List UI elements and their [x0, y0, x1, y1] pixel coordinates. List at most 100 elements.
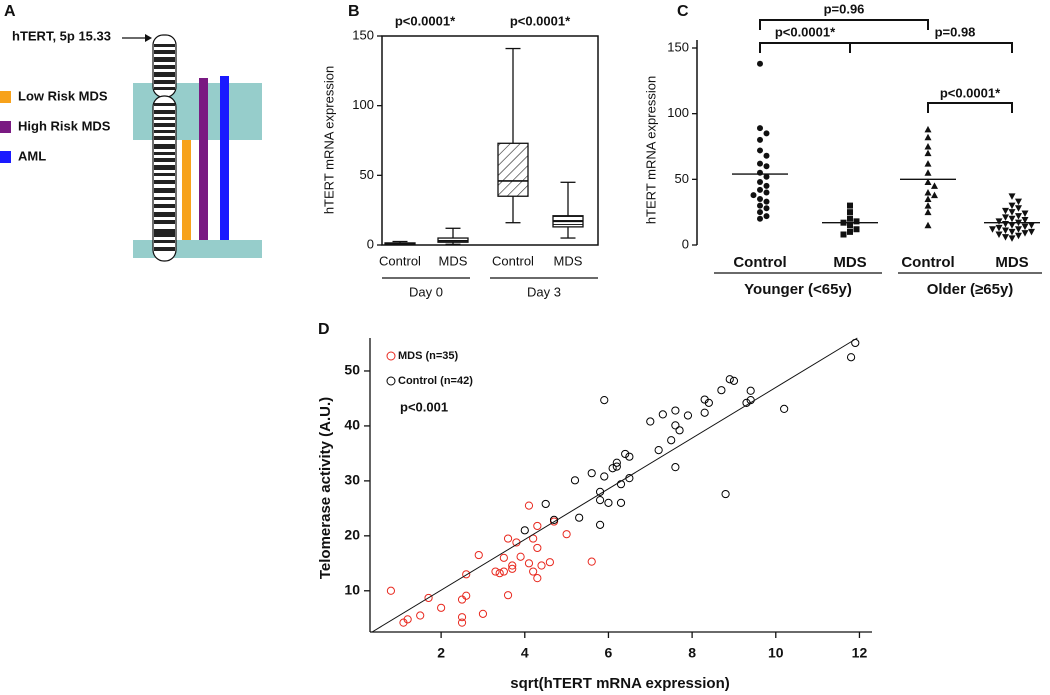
chromosome-band	[154, 57, 175, 62]
data-point	[474, 550, 483, 560]
data-point	[516, 552, 525, 561]
data-point	[671, 421, 680, 430]
legend-label: Low Risk MDS	[18, 88, 108, 103]
chromosome-band	[154, 80, 175, 84]
chromosome-band	[154, 50, 175, 54]
data-point	[587, 469, 596, 478]
data-point	[763, 205, 770, 212]
data-point	[621, 449, 630, 459]
data-point	[1008, 193, 1016, 200]
data-point	[503, 534, 513, 543]
comparison-bracket	[927, 102, 1013, 113]
data-point	[667, 436, 676, 445]
chromosome-band	[154, 229, 175, 237]
data-point	[457, 618, 467, 627]
y-tick-label: 50	[344, 362, 360, 378]
data-point	[541, 499, 550, 509]
data-point	[757, 147, 763, 154]
data-point	[763, 189, 770, 196]
chromosome-band	[154, 165, 175, 170]
data-point	[757, 178, 763, 185]
data-point	[386, 586, 396, 595]
data-point	[533, 574, 542, 583]
chromosome-band	[154, 188, 175, 193]
data-point	[495, 569, 504, 578]
y-axis-label: hTERT mRNA expression	[643, 76, 658, 224]
chromosome-band	[154, 152, 175, 155]
data-point	[763, 173, 770, 180]
box	[497, 142, 529, 197]
data-point	[671, 406, 680, 415]
data-point	[924, 143, 932, 150]
data-point	[757, 125, 763, 132]
data-point	[846, 353, 856, 362]
plot-frame	[381, 35, 599, 246]
data-point	[1002, 207, 1009, 215]
chromosome-band	[154, 136, 175, 140]
data-point	[1002, 227, 1009, 235]
data-point	[524, 559, 534, 568]
x-tick-label: MDS	[833, 254, 866, 271]
region-bar	[220, 76, 229, 240]
data-point	[1015, 205, 1022, 212]
data-point	[1008, 202, 1016, 210]
data-point	[995, 224, 1003, 232]
chromosome-band	[154, 72, 175, 77]
legend-swatch	[0, 121, 11, 133]
x-tick-label: MDS	[995, 254, 1028, 271]
data-point	[1008, 222, 1016, 229]
data-point	[924, 169, 932, 176]
p-value: p<0.0001*	[940, 85, 1001, 100]
group-label: Older (≥65y)	[927, 281, 1014, 298]
data-point	[595, 520, 605, 529]
chromosome-band	[154, 117, 175, 120]
chromosome-band	[154, 212, 175, 217]
data-point	[570, 476, 580, 485]
data-point	[1008, 209, 1016, 216]
data-point	[763, 198, 770, 205]
data-point	[725, 375, 734, 384]
panel-letter: B	[348, 3, 360, 20]
data-point	[462, 591, 471, 600]
legend-marker	[386, 376, 396, 386]
x-axis-label: sqrt(hTERT mRNA expression)	[510, 675, 729, 692]
data-point	[600, 472, 609, 481]
x-tick-label: MDS	[439, 253, 468, 268]
data-point	[437, 603, 446, 612]
data-point	[608, 464, 617, 473]
data-point	[533, 521, 542, 531]
x-tick-label: Control	[379, 253, 421, 268]
data-point	[757, 160, 763, 167]
data-point	[416, 611, 425, 620]
data-point	[757, 169, 763, 176]
y-tick-label: 50	[360, 167, 374, 182]
x-tick-label: 4	[521, 645, 529, 661]
chromosome-band	[154, 247, 175, 251]
data-point	[763, 163, 770, 170]
data-point	[746, 386, 755, 395]
data-point	[595, 496, 605, 505]
data-point	[757, 215, 763, 222]
y-tick-label: 100	[667, 105, 689, 120]
data-point	[616, 480, 626, 489]
data-point	[924, 195, 932, 203]
data-point	[575, 513, 584, 522]
data-point	[537, 561, 546, 570]
legend-swatch	[0, 91, 11, 103]
data-point	[1015, 198, 1022, 206]
data-point	[995, 218, 1003, 225]
data-point	[763, 213, 770, 220]
data-point	[763, 182, 770, 189]
data-point	[1002, 220, 1009, 228]
data-point	[757, 136, 763, 143]
y-tick-label: 150	[352, 27, 374, 42]
data-point	[750, 192, 757, 199]
data-point	[757, 60, 763, 67]
y-tick-label: 20	[344, 527, 360, 543]
data-point	[924, 160, 932, 167]
data-point	[924, 188, 932, 196]
p-value: p=0.98	[935, 24, 976, 39]
group-label: Day 3	[527, 284, 561, 299]
p-value: p<0.0001*	[395, 13, 456, 28]
